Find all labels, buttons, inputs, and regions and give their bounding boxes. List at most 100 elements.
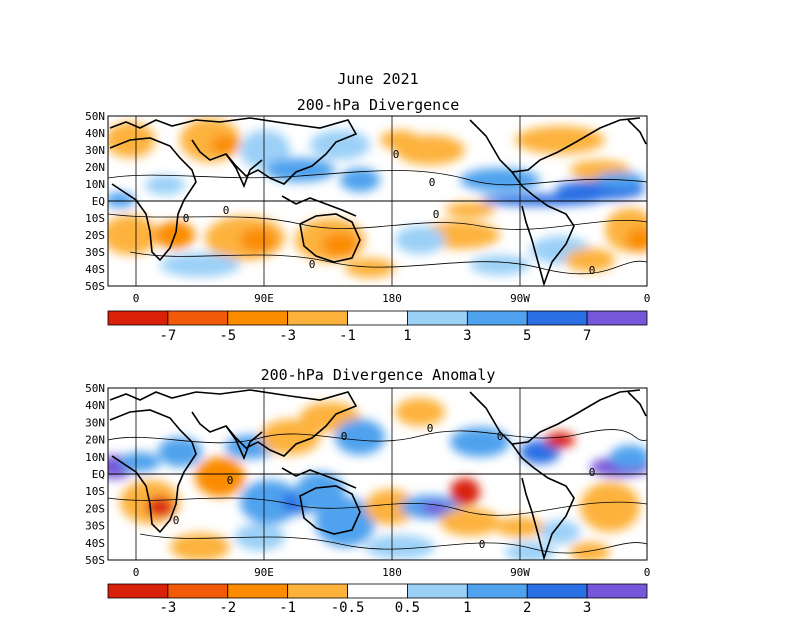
colorbar-label: -3 xyxy=(279,328,296,344)
field-blob xyxy=(610,445,647,469)
contour-label: 0 xyxy=(341,430,348,443)
colorbar-swatch xyxy=(407,583,468,599)
colorbar-swatch xyxy=(407,310,468,326)
bottom-colorbar: -3 -2 -1 -0.5 0.5 1 2 3 xyxy=(107,583,648,616)
latitude-tick-label: 30S xyxy=(85,520,105,533)
colorbar-label: 1 xyxy=(463,600,471,616)
colorbar-label: -1 xyxy=(339,328,356,344)
colorbar-swatch xyxy=(586,310,648,326)
top-longitude-labels: 0 90E 180 90W 0 xyxy=(133,292,651,305)
colorbar-swatch xyxy=(227,310,289,326)
longitude-tick-label: 0 xyxy=(133,566,140,579)
latitude-tick-label: 50S xyxy=(85,554,105,567)
top-gridlines xyxy=(108,116,647,286)
colorbar-swatch xyxy=(167,583,229,599)
field-blob xyxy=(120,452,160,472)
field-blob xyxy=(515,126,605,154)
bottom-longitude-labels: 0 90E 180 90W 0 xyxy=(133,566,651,579)
field-blob xyxy=(158,437,202,467)
colorbar-swatch xyxy=(466,583,528,599)
field-blob xyxy=(395,226,445,254)
latitude-tick-label: 50N xyxy=(85,110,105,123)
latitude-tick-label: 10S xyxy=(85,485,105,498)
contour-label: 0 xyxy=(173,514,180,527)
field-blob xyxy=(520,440,560,464)
top-latitude-labels: 50N 40N 30N 20N 10N EQ 10S 20S 30S 40S 50S xyxy=(85,110,105,293)
field-blob xyxy=(345,258,395,278)
field-blob xyxy=(450,427,510,457)
latitude-tick-label: 10N xyxy=(85,178,105,191)
contour-label: 0 xyxy=(429,176,436,189)
field-blob xyxy=(160,253,240,277)
colorbar-swatch xyxy=(107,310,169,326)
latitude-tick-label: 30N xyxy=(85,416,105,429)
colorbar-label: -2 xyxy=(219,600,236,616)
colorbar-swatch xyxy=(167,310,229,326)
contour-label: 0 xyxy=(393,148,400,161)
field-blob xyxy=(545,432,575,448)
longitude-tick-label: 90E xyxy=(254,566,274,579)
colorbar-swatch xyxy=(107,583,169,599)
longitude-tick-label: 90W xyxy=(510,566,530,579)
contour-label: 0 xyxy=(227,474,234,487)
latitude-tick-label: 30S xyxy=(85,246,105,259)
field-blob xyxy=(108,192,135,208)
top-subtitle: 200-hPa Divergence xyxy=(297,96,460,114)
colorbar-swatch xyxy=(347,310,408,326)
colorbar-label: -1 xyxy=(279,600,296,616)
latitude-tick-label: 50S xyxy=(85,280,105,293)
colorbar-swatch xyxy=(287,583,348,599)
latitude-tick-label: 10N xyxy=(85,451,105,464)
bottom-latitude-labels: 50N 40N 30N 20N 10N EQ 10S 20S 30S 40S 50S xyxy=(85,382,105,567)
top-contours xyxy=(108,170,647,275)
field-blob xyxy=(170,533,230,560)
longitude-tick-label: 0 xyxy=(644,292,651,305)
colorbar-swatch xyxy=(586,583,648,599)
longitude-tick-label: 90W xyxy=(510,292,530,305)
colorbar-label: -7 xyxy=(159,328,176,344)
field-blob xyxy=(340,168,380,192)
latitude-tick-label: 40S xyxy=(85,537,105,550)
longitude-tick-label: 180 xyxy=(382,566,402,579)
colorbar-swatch xyxy=(287,310,348,326)
colorbar-label: 2 xyxy=(523,600,531,616)
colorbar-label: -5 xyxy=(219,328,236,344)
longitude-tick-label: 0 xyxy=(133,292,140,305)
field-blob xyxy=(240,130,290,170)
field-blob xyxy=(395,398,445,426)
colorbar-swatch xyxy=(347,583,408,599)
colorbar-label: -0.5 xyxy=(331,600,365,616)
field-blob xyxy=(211,135,239,155)
latitude-tick-label: 40N xyxy=(85,127,105,140)
latitude-tick-label: 10S xyxy=(85,212,105,225)
top-contour-labels: 0 0 0 0 0 0 0 xyxy=(183,148,596,277)
field-blob xyxy=(460,168,540,192)
field-blob xyxy=(565,248,615,272)
contour-label: 0 xyxy=(183,212,190,225)
colorbar-swatch xyxy=(466,310,528,326)
field-blob xyxy=(108,215,158,255)
colorbar-swatch xyxy=(227,583,289,599)
latitude-tick-label: 30N xyxy=(85,144,105,157)
field-blob xyxy=(365,535,435,559)
field-blob xyxy=(315,497,375,547)
top-colorbar: -7 -5 -3 -1 1 3 5 7 xyxy=(107,310,648,344)
latitude-tick-label: 40N xyxy=(85,399,105,412)
top-coastlines xyxy=(109,117,647,286)
contour-label: 0 xyxy=(589,264,596,277)
bottom-contours xyxy=(108,429,647,554)
field-blob xyxy=(260,419,320,455)
field-blob xyxy=(445,202,495,218)
bottom-title: 200-hPa Divergence Anomaly xyxy=(261,366,496,384)
field-blob xyxy=(365,489,415,525)
contour-label: 0 xyxy=(223,204,230,217)
colorbar-label: 0.5 xyxy=(395,600,420,616)
latitude-tick-label: 20N xyxy=(85,161,105,174)
latitude-tick-label: EQ xyxy=(92,195,105,208)
contour-label: 0 xyxy=(427,422,434,435)
latitude-tick-label: EQ xyxy=(92,468,105,481)
field-blob xyxy=(580,482,640,532)
field-blob xyxy=(421,502,449,514)
field-blob xyxy=(450,478,480,506)
